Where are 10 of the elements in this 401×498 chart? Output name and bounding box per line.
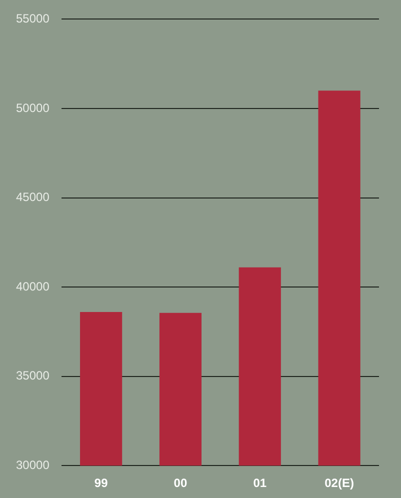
y-tick-label: 35000 [16, 368, 50, 383]
x-tick-label: 02(E) [324, 476, 354, 490]
y-tick-label: 55000 [16, 12, 50, 26]
x-tick-label: 99 [94, 476, 108, 490]
y-tick-label: 40000 [16, 279, 50, 294]
y-tick-label: 50000 [16, 100, 50, 115]
y-tick-label: 45000 [16, 190, 50, 204]
x-tick-label: 01 [253, 476, 267, 490]
x-tick-label: 00 [174, 476, 188, 490]
y-tick-label: 30000 [16, 458, 50, 472]
